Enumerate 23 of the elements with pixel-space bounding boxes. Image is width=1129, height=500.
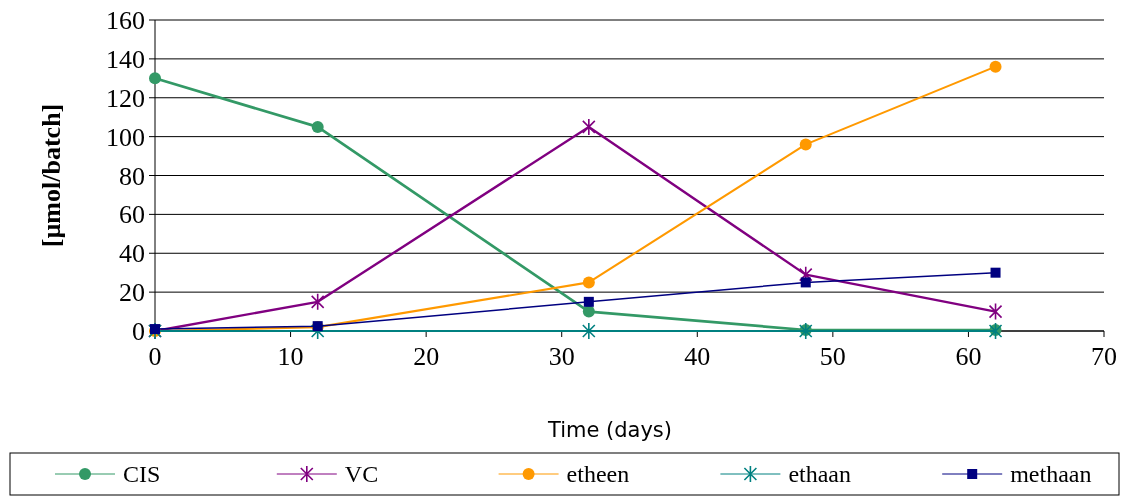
y-tick-label: 120 <box>106 83 145 113</box>
x-tick-label: 10 <box>277 342 304 371</box>
y-tick-label: 60 <box>119 200 145 230</box>
legend-label: etheen <box>566 461 630 488</box>
y-tick-label: 140 <box>106 44 145 74</box>
x-tick-label: 30 <box>548 342 575 371</box>
y-tick-label: 100 <box>106 122 145 152</box>
legend-label: CIS <box>123 461 161 488</box>
x-tick-label: 40 <box>684 342 711 371</box>
x-tick-label: 60 <box>955 342 982 371</box>
y-tick-label: 40 <box>119 239 145 269</box>
x-tick-label: 70 <box>1091 342 1117 371</box>
y-tick-label: 20 <box>119 278 145 308</box>
legend-label: VC <box>344 461 379 488</box>
y-tick-label: 0 <box>132 317 145 347</box>
x-tick-label: 50 <box>819 342 846 371</box>
x-axis-title: Time (days) <box>546 418 673 442</box>
legend-label: methaan <box>1010 461 1092 488</box>
y-tick-label: 160 <box>106 6 145 36</box>
y-axis-title: [µmol/batch] <box>37 103 66 248</box>
x-tick-label: 20 <box>413 342 440 371</box>
y-tick-label: 80 <box>119 161 145 191</box>
legend-label: ethaan <box>788 461 852 488</box>
